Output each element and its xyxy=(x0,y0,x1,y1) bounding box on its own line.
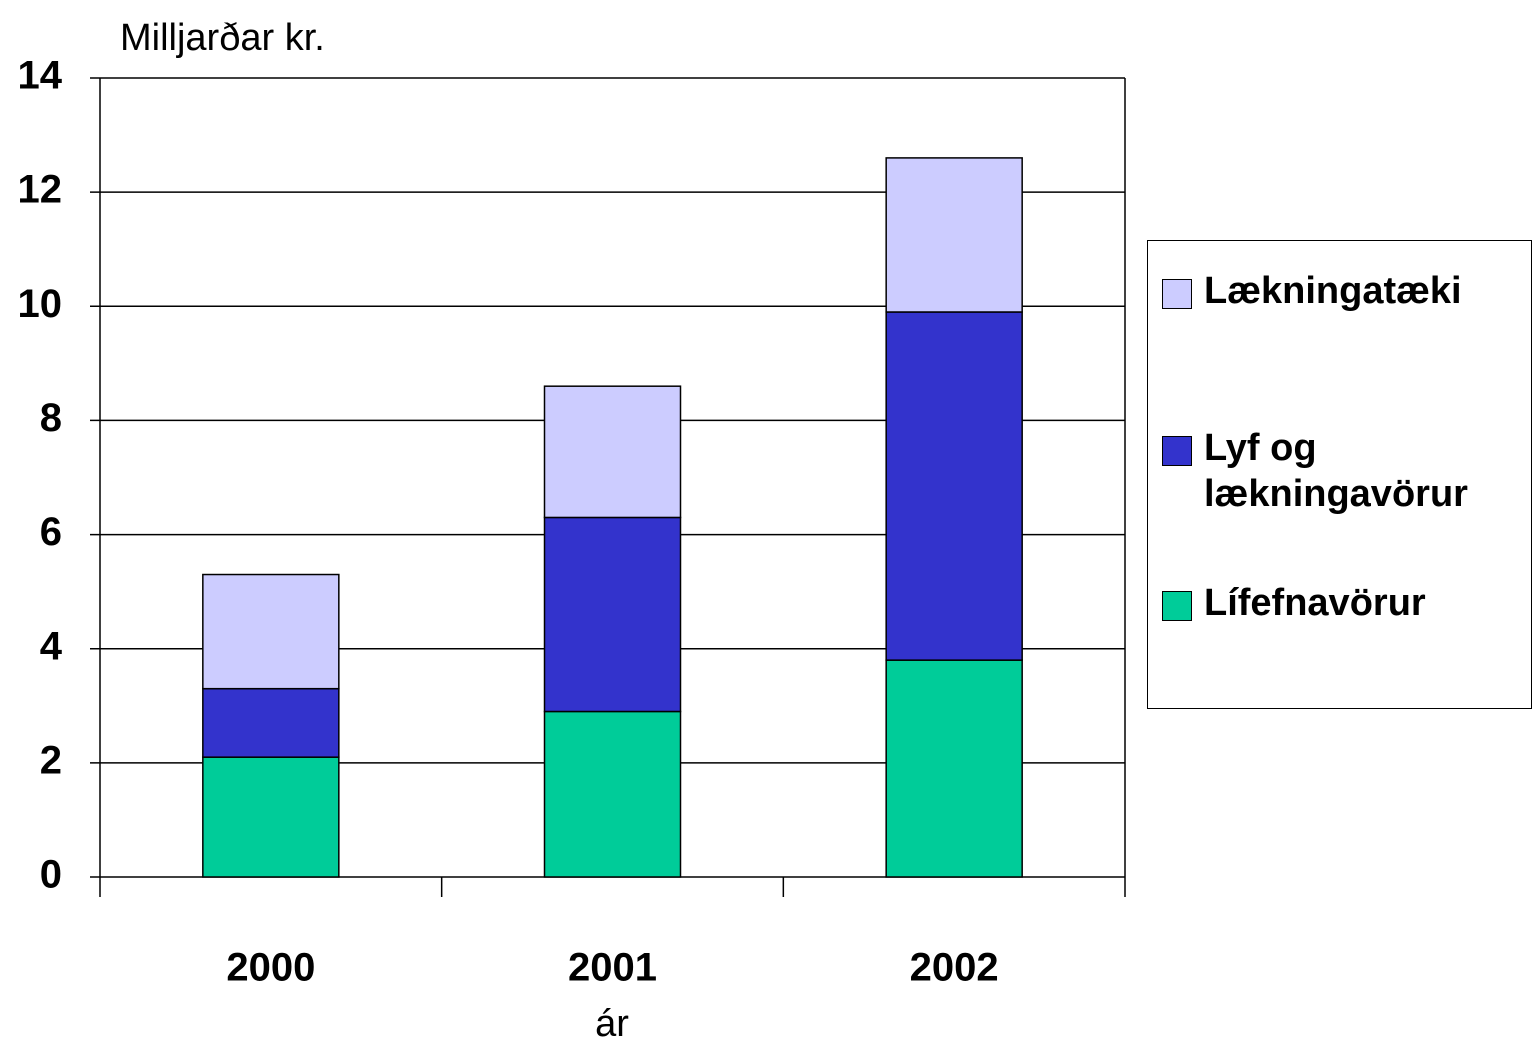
bar-segment xyxy=(543,516,682,713)
x-axis-title: ár xyxy=(595,1003,629,1045)
legend-entry: Lækningatæki xyxy=(1162,269,1524,315)
x-tick-label: 2001 xyxy=(568,946,657,990)
y-tick-label: 0 xyxy=(40,853,62,897)
y-tick-label: 2 xyxy=(40,738,62,782)
legend-swatch xyxy=(1162,436,1192,466)
x-tick-label: 2002 xyxy=(910,946,999,990)
legend-label: Lyf og lækningavörur xyxy=(1204,427,1468,515)
legend: Lækningatæki Lyf og lækningavörur Lífefnav… xyxy=(1147,240,1532,709)
y-tick-label: 4 xyxy=(40,624,63,668)
legend-label: Lífefnavörur xyxy=(1204,582,1426,624)
y-tick-label: 8 xyxy=(40,396,62,440)
legend-entry: Lífefnavörur xyxy=(1162,581,1524,627)
y-tick-label: 14 xyxy=(18,54,63,98)
x-tick-label: 2000 xyxy=(226,946,315,990)
y-tick-label: 12 xyxy=(18,168,63,212)
legend-swatch xyxy=(1162,279,1192,309)
bar-segment xyxy=(885,659,1023,878)
bar-segment xyxy=(202,573,340,690)
bar-segment xyxy=(543,385,682,519)
y-axis-title: Milljarðar kr. xyxy=(120,17,325,59)
y-tick-label: 10 xyxy=(18,282,63,326)
legend-swatch xyxy=(1162,591,1192,621)
legend-entry: Lyf og lækningavörur xyxy=(1162,426,1524,517)
bar-segment xyxy=(885,157,1023,313)
bar-segment xyxy=(202,756,340,878)
bar-segment xyxy=(543,710,682,878)
y-tick-label: 6 xyxy=(40,510,62,554)
legend-label: Lækningatæki xyxy=(1204,270,1462,312)
bar-segment xyxy=(885,311,1023,661)
bar-segment xyxy=(202,687,340,758)
